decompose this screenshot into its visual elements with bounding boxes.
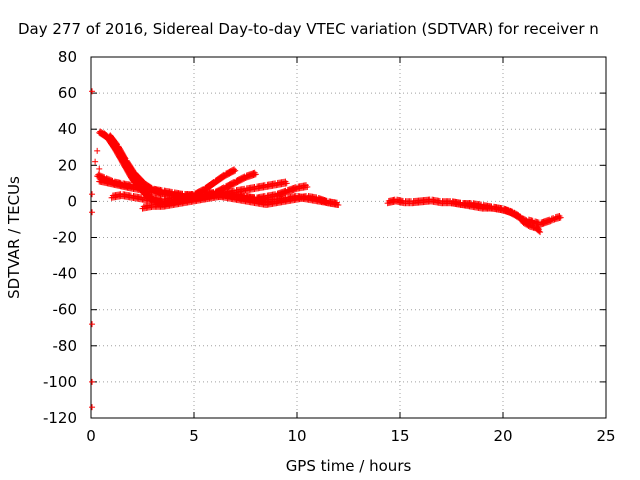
y-tick-label: -100 (43, 373, 77, 391)
outlier-point (89, 209, 96, 216)
data-point (232, 167, 239, 174)
x-tick-label: 20 (493, 427, 512, 445)
x-tick-label: 5 (189, 427, 199, 445)
y-tick-label: -120 (43, 409, 77, 427)
y-tick-label: -60 (53, 301, 78, 319)
y-tick-label: 80 (58, 48, 77, 66)
data-point (113, 140, 120, 147)
outlier-point (89, 378, 96, 385)
y-tick-label: 0 (67, 192, 77, 210)
x-axis-label: GPS time / hours (286, 457, 412, 475)
chart-title: Day 277 of 2016, Sidereal Day-to-day VTE… (18, 20, 599, 38)
y-tick-label: 40 (58, 120, 77, 138)
data-point (283, 180, 290, 187)
x-tick-label: 10 (287, 427, 306, 445)
y-tick-label: -80 (53, 337, 78, 355)
grid (91, 57, 606, 418)
outlier-point (89, 191, 96, 198)
data-point (129, 167, 136, 174)
y-tick-label: -40 (53, 265, 78, 283)
data-point (121, 154, 128, 161)
x-tick-label: 25 (596, 427, 615, 445)
data-point (518, 215, 525, 222)
outlier-point (89, 321, 96, 328)
outlier-point (94, 147, 101, 154)
plot-frame (90, 56, 607, 419)
data-marks (89, 88, 564, 411)
outlier-point (89, 88, 96, 95)
outlier-point (92, 158, 99, 165)
y-tick-label: 60 (58, 84, 77, 102)
y-tick-label: -20 (53, 229, 78, 247)
data-point (537, 229, 544, 236)
outlier-point (96, 165, 103, 172)
x-tick-label: 0 (86, 427, 96, 445)
data-point (304, 183, 311, 190)
y-axis-label: SDTVAR / TECUs (5, 176, 23, 299)
axes: 0 5 10 15 20 25 -120 -100 -80 -60 -40 -20 0 20 40 60 80 (43, 48, 616, 445)
data-point (252, 171, 259, 178)
x-tick-label: 15 (390, 427, 409, 445)
data-point (557, 214, 564, 221)
data-point (550, 215, 557, 222)
data-point (547, 218, 554, 225)
data-point (335, 202, 342, 209)
data-point (514, 211, 521, 218)
outlier-point (89, 404, 96, 411)
data-point (231, 166, 238, 173)
y-tick-label: 20 (58, 156, 77, 174)
